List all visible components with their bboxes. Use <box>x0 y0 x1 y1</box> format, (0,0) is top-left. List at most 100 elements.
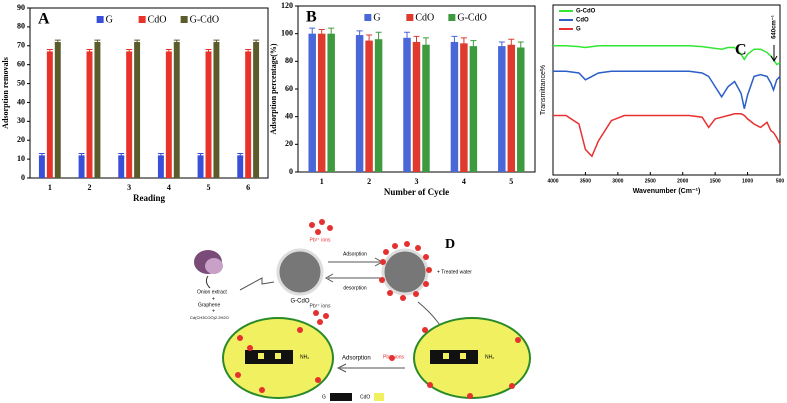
error-bar <box>38 152 45 158</box>
peak-arrow <box>770 45 778 62</box>
bar <box>308 33 316 172</box>
y-tick-label: 90 <box>17 3 25 12</box>
bar <box>38 155 45 178</box>
legend-label: CdO <box>576 18 589 24</box>
bar <box>507 44 516 172</box>
precursor: + <box>212 308 215 314</box>
arrow <box>328 257 384 267</box>
bar <box>134 42 141 178</box>
bar <box>412 41 421 172</box>
bar <box>237 155 244 178</box>
composite-label: G-CdO <box>290 299 309 305</box>
legend-label: CdO <box>148 14 167 25</box>
error-bar <box>118 152 125 158</box>
bar <box>78 155 85 178</box>
error-bar <box>375 31 382 47</box>
cdo-site <box>275 353 281 359</box>
plot-frame <box>552 4 781 176</box>
error-bar <box>54 39 61 45</box>
y-tick-label: 10 <box>17 154 25 163</box>
error-bar <box>205 49 212 54</box>
x-tick-label: 6 <box>246 183 250 192</box>
x-tick-label: 2 <box>88 183 92 192</box>
x-tick-label: 1 <box>320 177 324 186</box>
legend-label: G-CdO <box>576 9 596 15</box>
bar <box>94 42 101 178</box>
y-tick-label: 40 <box>17 97 25 106</box>
error-bar <box>366 34 373 47</box>
step-label: desorption <box>343 285 367 291</box>
bar <box>450 41 459 172</box>
bar <box>118 155 125 178</box>
precursor: Graphene <box>198 302 220 308</box>
panel-label: B <box>306 9 317 26</box>
peak-label: 640cm⁻¹ <box>771 15 778 39</box>
panel-label: D <box>445 237 455 252</box>
amine-label: NH₂ <box>485 354 494 360</box>
legend-swatch <box>364 14 372 21</box>
x-axis-label: Wavenumber (Cm⁻¹) <box>633 188 701 195</box>
bar <box>460 43 468 172</box>
arrow <box>336 363 405 373</box>
error-bar <box>126 49 133 54</box>
ion-dots <box>309 219 333 325</box>
bar <box>253 42 260 178</box>
panel-label: C <box>735 42 747 59</box>
legend-label: G <box>322 394 326 400</box>
error-bar <box>245 49 252 54</box>
x-axis-label: Number of Cycle <box>384 187 449 197</box>
x-tick-label: 2000 <box>677 178 688 184</box>
arrow <box>205 275 211 289</box>
bar <box>469 46 478 172</box>
x-tick-label: 1500 <box>710 178 721 184</box>
error-bar <box>328 27 335 40</box>
y-tick-label: 80 <box>17 22 25 31</box>
error-bar <box>134 39 141 45</box>
amine-label: NH₂ <box>300 354 309 360</box>
composite-particle <box>276 248 324 296</box>
error-bar <box>460 37 467 50</box>
bar <box>365 40 373 173</box>
diagram: D Onion extract + Graphene + Cd(CH3COO)2… <box>190 219 531 401</box>
bar <box>46 51 53 178</box>
precursor: + <box>212 296 215 302</box>
x-tick-label: 5 <box>207 183 211 192</box>
error-bar <box>451 35 458 48</box>
error-bar <box>94 39 101 45</box>
bar <box>403 37 411 172</box>
x-tick-label: 4000 <box>547 178 558 184</box>
error-bar <box>213 39 220 45</box>
error-bar <box>508 38 515 51</box>
error-bar <box>157 152 164 158</box>
ion-dots <box>235 327 521 399</box>
x-tick-label: 1000 <box>742 178 753 184</box>
y-tick-label: 120 <box>281 1 293 10</box>
legend-swatch <box>138 16 146 23</box>
graphene-sheet <box>430 350 478 364</box>
ion-label: Pb²⁺ ions <box>310 237 331 243</box>
x-tick-label: 4 <box>167 183 171 192</box>
error-bar <box>413 35 420 48</box>
error-bar <box>253 39 260 45</box>
precursor: Cd(CH3COO)2.2H2O <box>190 315 229 320</box>
y-tick-label: 0 <box>289 167 293 176</box>
precursor: Onion extract <box>197 289 227 295</box>
onion-icon <box>205 258 223 274</box>
bar <box>173 42 180 178</box>
bar <box>374 39 383 173</box>
error-bar <box>470 40 477 53</box>
legend-swatch <box>448 14 456 21</box>
plot-frame <box>29 7 269 179</box>
arrow <box>239 277 275 291</box>
x-tick-label: 4 <box>462 177 466 186</box>
x-tick-label: 3000 <box>612 178 623 184</box>
bar <box>317 33 326 172</box>
ion-dots <box>379 241 432 301</box>
x-tick-label: 2500 <box>645 178 656 184</box>
error-bar <box>46 49 53 54</box>
legend-label: G-CdO <box>457 12 486 23</box>
bar <box>126 51 133 178</box>
x-tick-label: 2 <box>367 177 371 186</box>
arrow <box>324 273 380 283</box>
